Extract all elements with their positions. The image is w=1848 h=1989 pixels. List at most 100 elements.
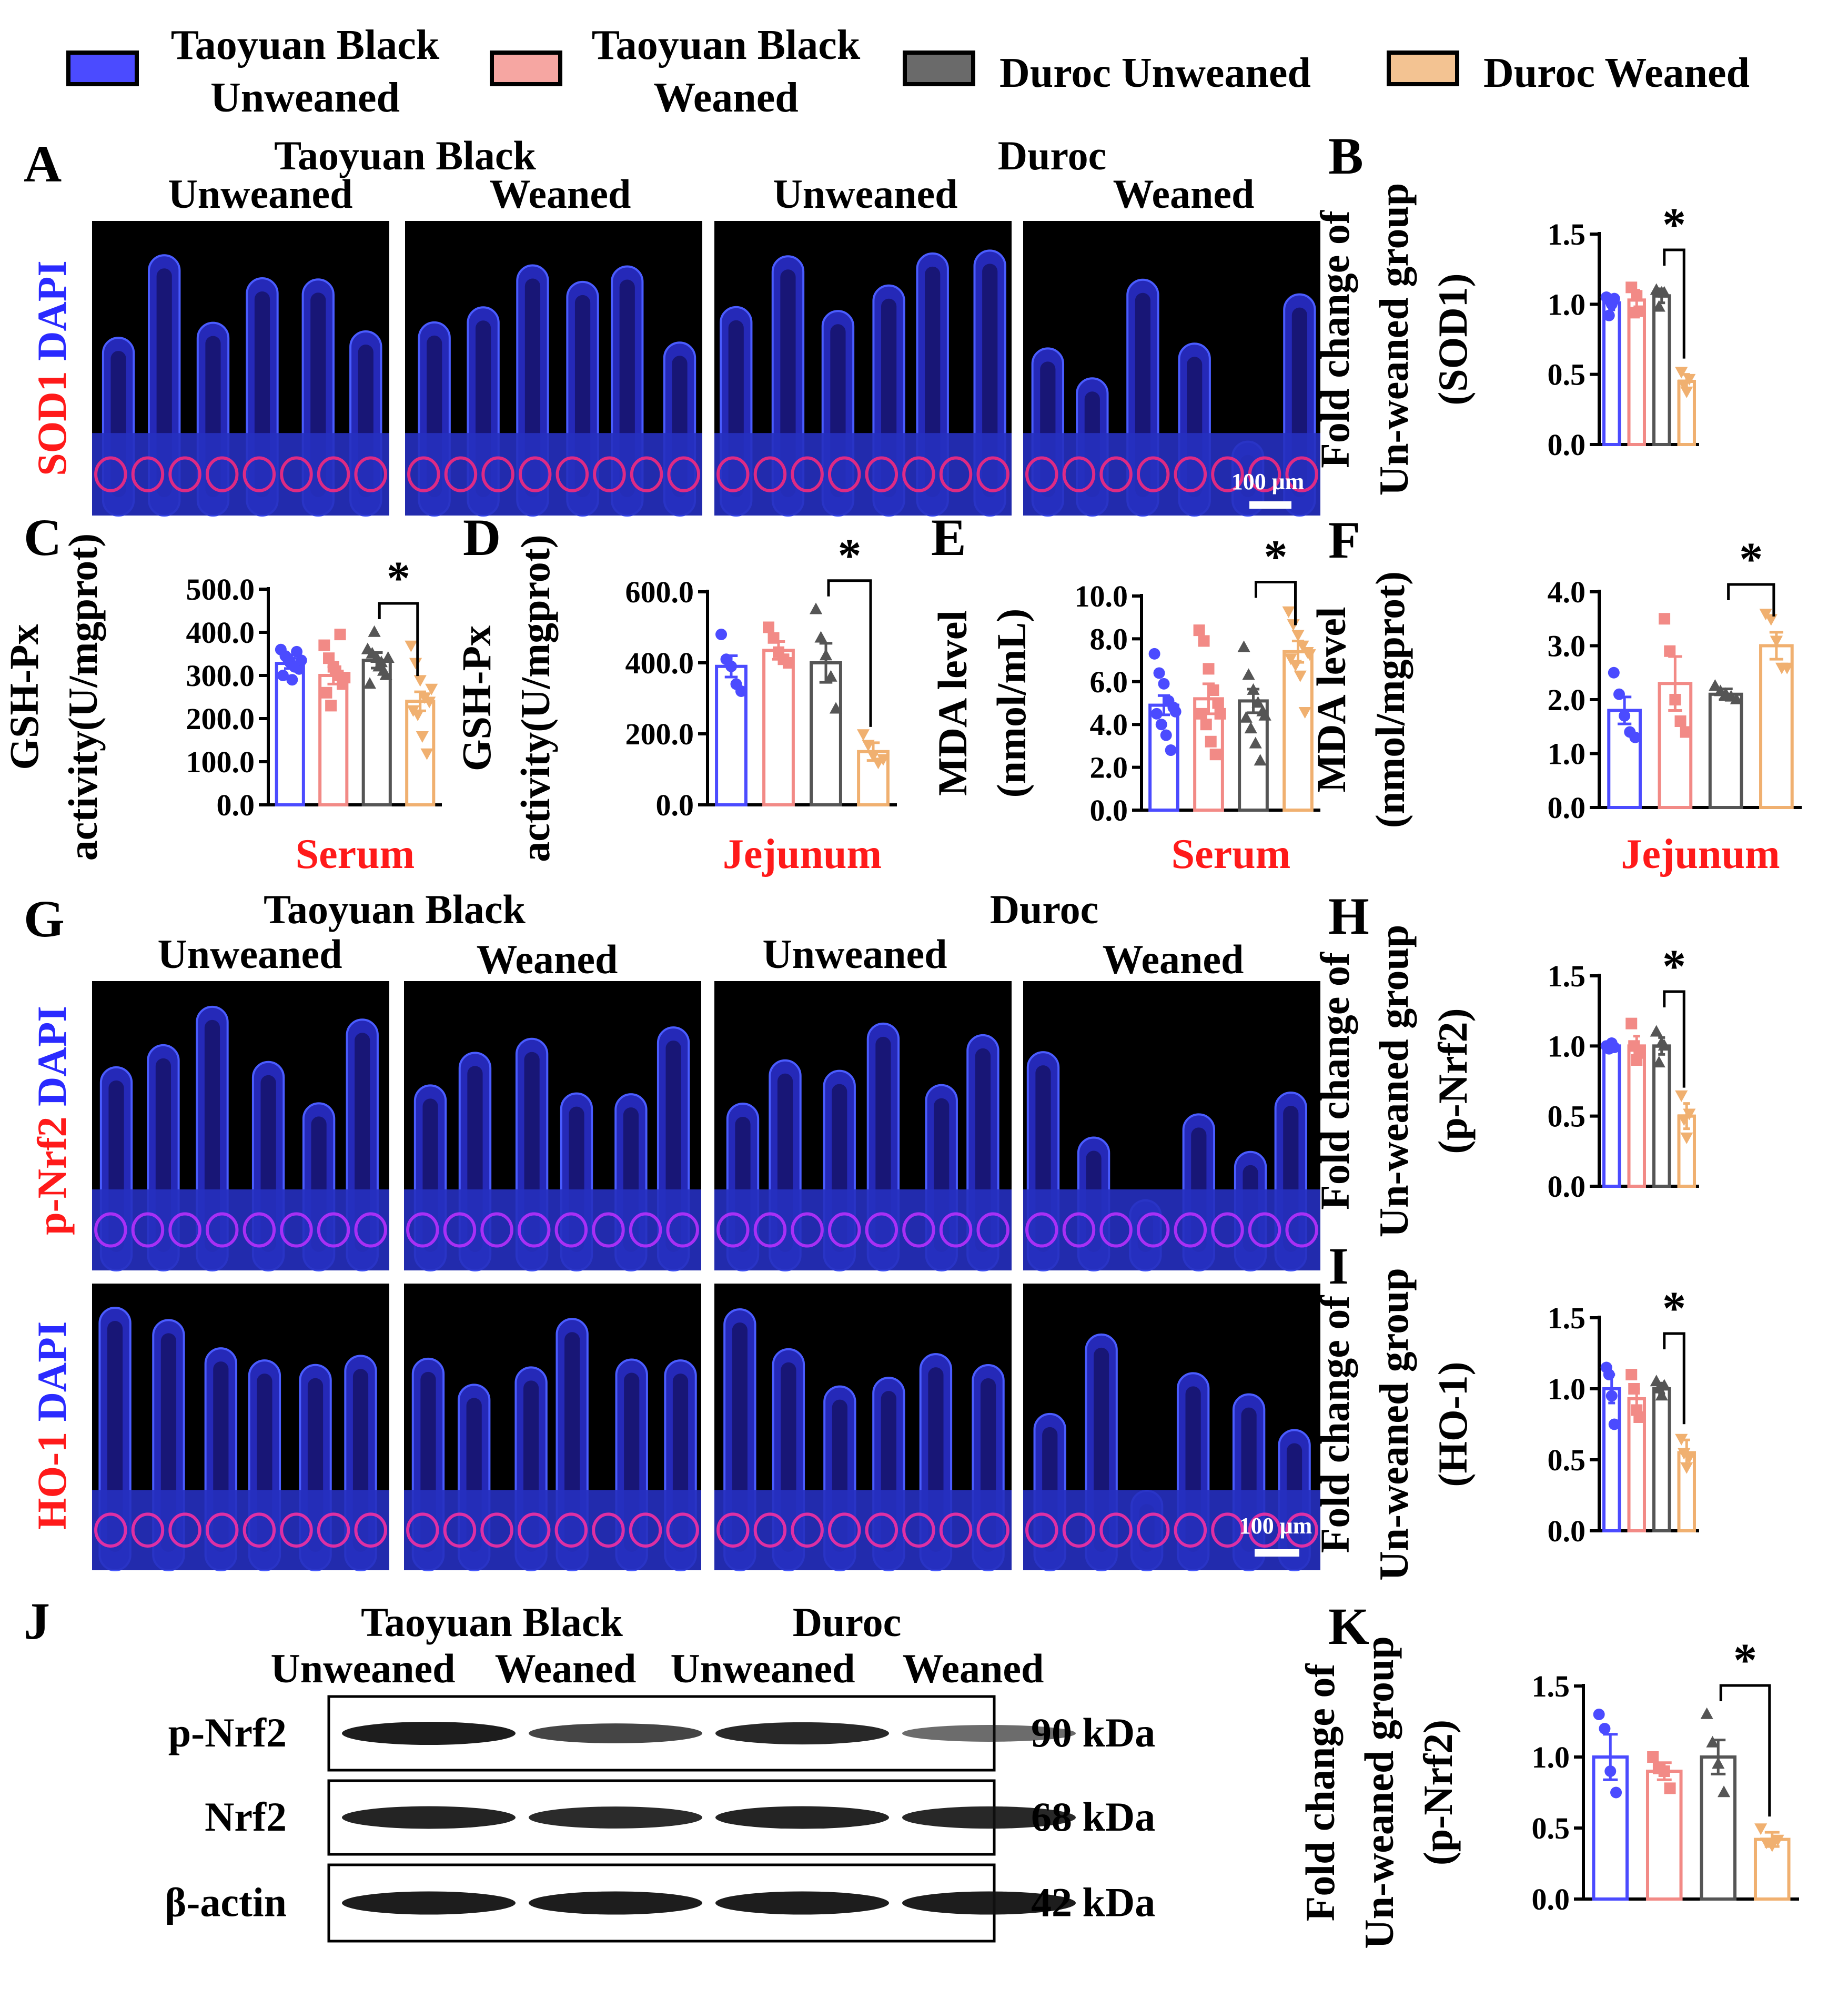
bar [1652,1387,1671,1532]
y-tick-label: 10.0 [1075,579,1128,613]
data-point [368,625,381,637]
y-axis-label-line: Fold change of [1312,1295,1358,1553]
chart-panel-h: H 0.0 0.5 1.0 1.5 Fold change of Un-weaned gro… [1312,887,1699,1237]
y-tick-label: 0.0 [1548,791,1586,825]
data-point [1282,606,1295,618]
chart-panel-i: I 0.0 0.5 1.0 1.5 Fold change of Un-weaned gro… [1312,1237,1699,1581]
y-tick-label: 8.0 [1090,622,1128,656]
crypt [716,456,750,492]
x-axis-label: Serum [1172,831,1291,877]
data-point [1765,1840,1779,1852]
legend-swatch-tb-weaned [490,51,562,86]
data-point [1658,1379,1671,1391]
crypt [168,1512,201,1548]
crypt [1211,1212,1244,1248]
y-tick-label: 0.5 [1532,1811,1570,1845]
data-point [1631,290,1643,302]
crypt [317,1212,350,1248]
data-point [320,686,332,699]
crypt [827,1212,861,1248]
crypt [791,1212,824,1248]
crypt [517,1512,551,1548]
y-tick-label: 1.0 [1548,737,1586,771]
chart-panel-c: C 0.0 100.0 200.0 300.0 400.0 500.0 GSH-Px activ… [1,508,442,877]
y-tick-label: 600.0 [625,575,694,609]
significance-bracket [378,602,419,677]
crypt-layer [92,433,389,516]
y-axis-label-line: Un-weaned group [1371,183,1417,496]
data-point [1628,1383,1640,1395]
crypt [630,456,663,492]
data-point [1683,1452,1696,1464]
crypt [593,456,626,492]
data-point [1678,379,1691,391]
blot-band [715,1891,889,1915]
crypt [131,1212,165,1248]
micrograph-tile [1023,981,1320,1272]
y-axis-label-line: MDA level [1308,607,1354,792]
x-axis-label: Jejunum [1621,831,1780,877]
crypt [666,1212,699,1248]
data-point [1613,688,1625,700]
crypt [1248,1512,1281,1548]
panel-g-row1-dapi: DAPI [29,1006,75,1106]
data-point [1680,386,1693,398]
y-tick-label: 0.0 [1548,1514,1586,1548]
panel-g-row2-marker: HO-1 [29,1432,75,1530]
svg-text:p-Nrf2 DAPI: p-Nrf2 DAPI [29,1006,75,1235]
crypt [480,1212,513,1248]
panel-j-breed-duroc: Duroc [793,1599,902,1645]
chart-panel-f: F 0.0 1.0 2.0 3.0 4.0 MDA level (nmol/mgprot) * J… [1308,511,1802,877]
y-tick-label: 1.5 [1532,1669,1570,1703]
x-axis-label: Jejunum [723,831,882,877]
blot-band [715,1806,889,1829]
data-point [381,651,395,663]
crypt [666,1512,699,1548]
panel-letter-f: F [1328,511,1360,569]
data-point [715,629,728,640]
crypt [1099,1212,1133,1248]
legend-swatch-tb-unweaned [66,51,139,86]
y-axis-label: Fold change of Un-weaned group (HO-1) [1312,1268,1476,1580]
crypt [1285,1512,1318,1548]
legend-label-tb-unweaned-line2: Unweaned [210,75,400,121]
micrograph-tile [714,221,1012,517]
panel-g-row2-dapi: DAPI [29,1321,75,1422]
data-point [1169,705,1181,718]
y-axis-label: Fold change of Un-weaned group (p-Nrf2) [1312,925,1476,1237]
crypt [94,1512,127,1548]
crypt [131,1512,165,1548]
significance-bracket [1663,990,1685,1088]
data-point [1244,722,1257,734]
data-point [856,729,870,741]
data-point [1664,645,1676,657]
crypt [168,456,201,492]
crypt [902,1212,935,1248]
data-point [1593,1709,1605,1720]
y-tick-label: 0.0 [1090,793,1128,827]
data-point [1193,624,1205,637]
blot-size-label: 90 kDa [1031,1710,1155,1755]
data-point [1153,667,1165,679]
y-axis-label: Fold change of Un-weaned group (SOD1) [1312,183,1476,496]
data-point [1212,697,1224,709]
chart-panel-k: K 0.0 0.5 1.0 1.5 Fold change of Un-weaned gro… [1297,1597,1799,1949]
data-point [1629,731,1641,743]
legend-label-tb-weaned-line2: Weaned [653,75,799,121]
crypt [1062,456,1096,492]
crypt [518,456,552,492]
crypt [939,456,973,492]
crypt [976,1212,1009,1248]
crypt [406,1512,439,1548]
bar [1627,1044,1646,1188]
bar [1602,1387,1621,1532]
data-point [1619,710,1631,722]
panel-letter-i: I [1328,1237,1349,1295]
crypt [280,456,313,492]
data-point [1160,729,1172,741]
y-tick-label: 1.0 [1548,1029,1586,1063]
y-axis-label-line: GSH-Px [453,625,499,771]
blot-size-label: 68 kDa [1031,1794,1155,1840]
y-axis-label-line: (p-Nrf2) [1430,1008,1476,1154]
